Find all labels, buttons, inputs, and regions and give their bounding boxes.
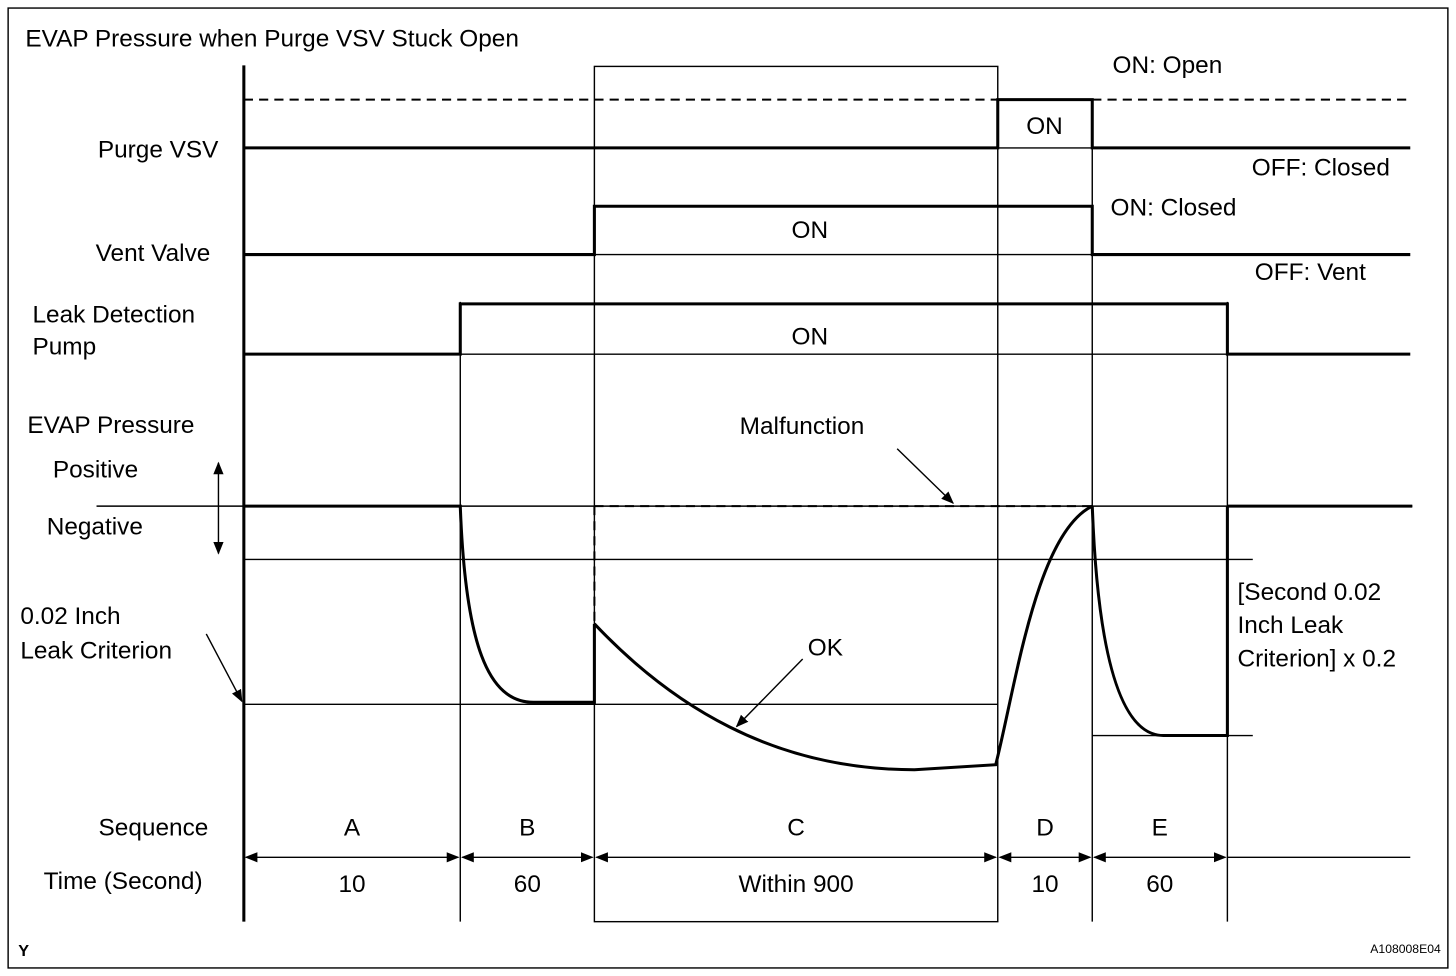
phase-time: 10 xyxy=(339,871,366,898)
on-label: ON: Closed xyxy=(1111,195,1237,222)
arrow xyxy=(896,448,954,504)
title: EVAP Pressure when Purge VSV Stuck Open xyxy=(25,26,518,53)
phase-time: 60 xyxy=(1146,871,1173,898)
arrow xyxy=(735,658,804,728)
state-label: ON xyxy=(1026,113,1063,140)
state-label: ON xyxy=(792,217,829,244)
phase-name: E xyxy=(1152,815,1168,842)
phase-time: Within 900 xyxy=(739,871,854,898)
pressure-label: EVAP Pressure xyxy=(27,412,194,439)
signal-label: Purge VSV xyxy=(98,136,219,163)
arrow xyxy=(205,633,243,703)
off-label: OFF: Vent xyxy=(1255,259,1366,286)
phase-time: 10 xyxy=(1031,871,1058,898)
signal-label: Pump xyxy=(33,334,97,361)
criterion-label: 0.02 Inch xyxy=(20,603,120,630)
phase-name: D xyxy=(1036,815,1054,842)
state-label: ON xyxy=(792,324,829,351)
grid xyxy=(242,65,1229,923)
signal-label: Leak Detection xyxy=(33,301,196,328)
footer-left: Y xyxy=(18,942,29,960)
on-label: ON: Open xyxy=(1113,52,1223,79)
purge-vsv-signal xyxy=(243,98,1413,150)
negative-label: Negative xyxy=(47,514,143,541)
phases: A 10 B 60 C Within 900 D 10 E 60 xyxy=(244,815,1227,898)
phase-name: A xyxy=(344,815,361,842)
frame xyxy=(7,7,1449,969)
phase-time: 60 xyxy=(514,871,541,898)
off-label: OFF: Closed xyxy=(1252,155,1390,182)
signal-label: Vent Valve xyxy=(96,240,211,267)
positive-label: Positive xyxy=(53,456,138,483)
phase-name: C xyxy=(787,815,805,842)
pump-signal xyxy=(243,302,1411,356)
malfunction-label: Malfunction xyxy=(740,413,865,440)
pressure-trace xyxy=(96,504,1413,772)
footer-right: A108008E04 xyxy=(1370,942,1441,956)
second-criterion-label: Inch Leak xyxy=(1238,612,1345,639)
phase-name: B xyxy=(519,815,535,842)
time-label: Time (Second) xyxy=(44,868,203,895)
second-criterion-label: [Second 0.02 xyxy=(1238,579,1382,606)
ok-label: OK xyxy=(808,634,843,661)
criterion-label: Leak Criterion xyxy=(20,637,172,664)
second-criterion-label: Criterion] x 0.2 xyxy=(1238,646,1396,673)
sequence-label: Sequence xyxy=(99,815,209,842)
vent-valve-signal xyxy=(243,204,1411,257)
